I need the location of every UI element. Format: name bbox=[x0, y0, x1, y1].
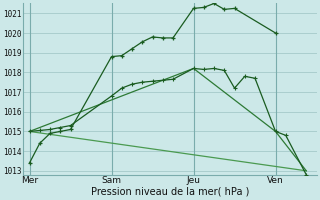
X-axis label: Pression niveau de la mer( hPa ): Pression niveau de la mer( hPa ) bbox=[91, 187, 249, 197]
